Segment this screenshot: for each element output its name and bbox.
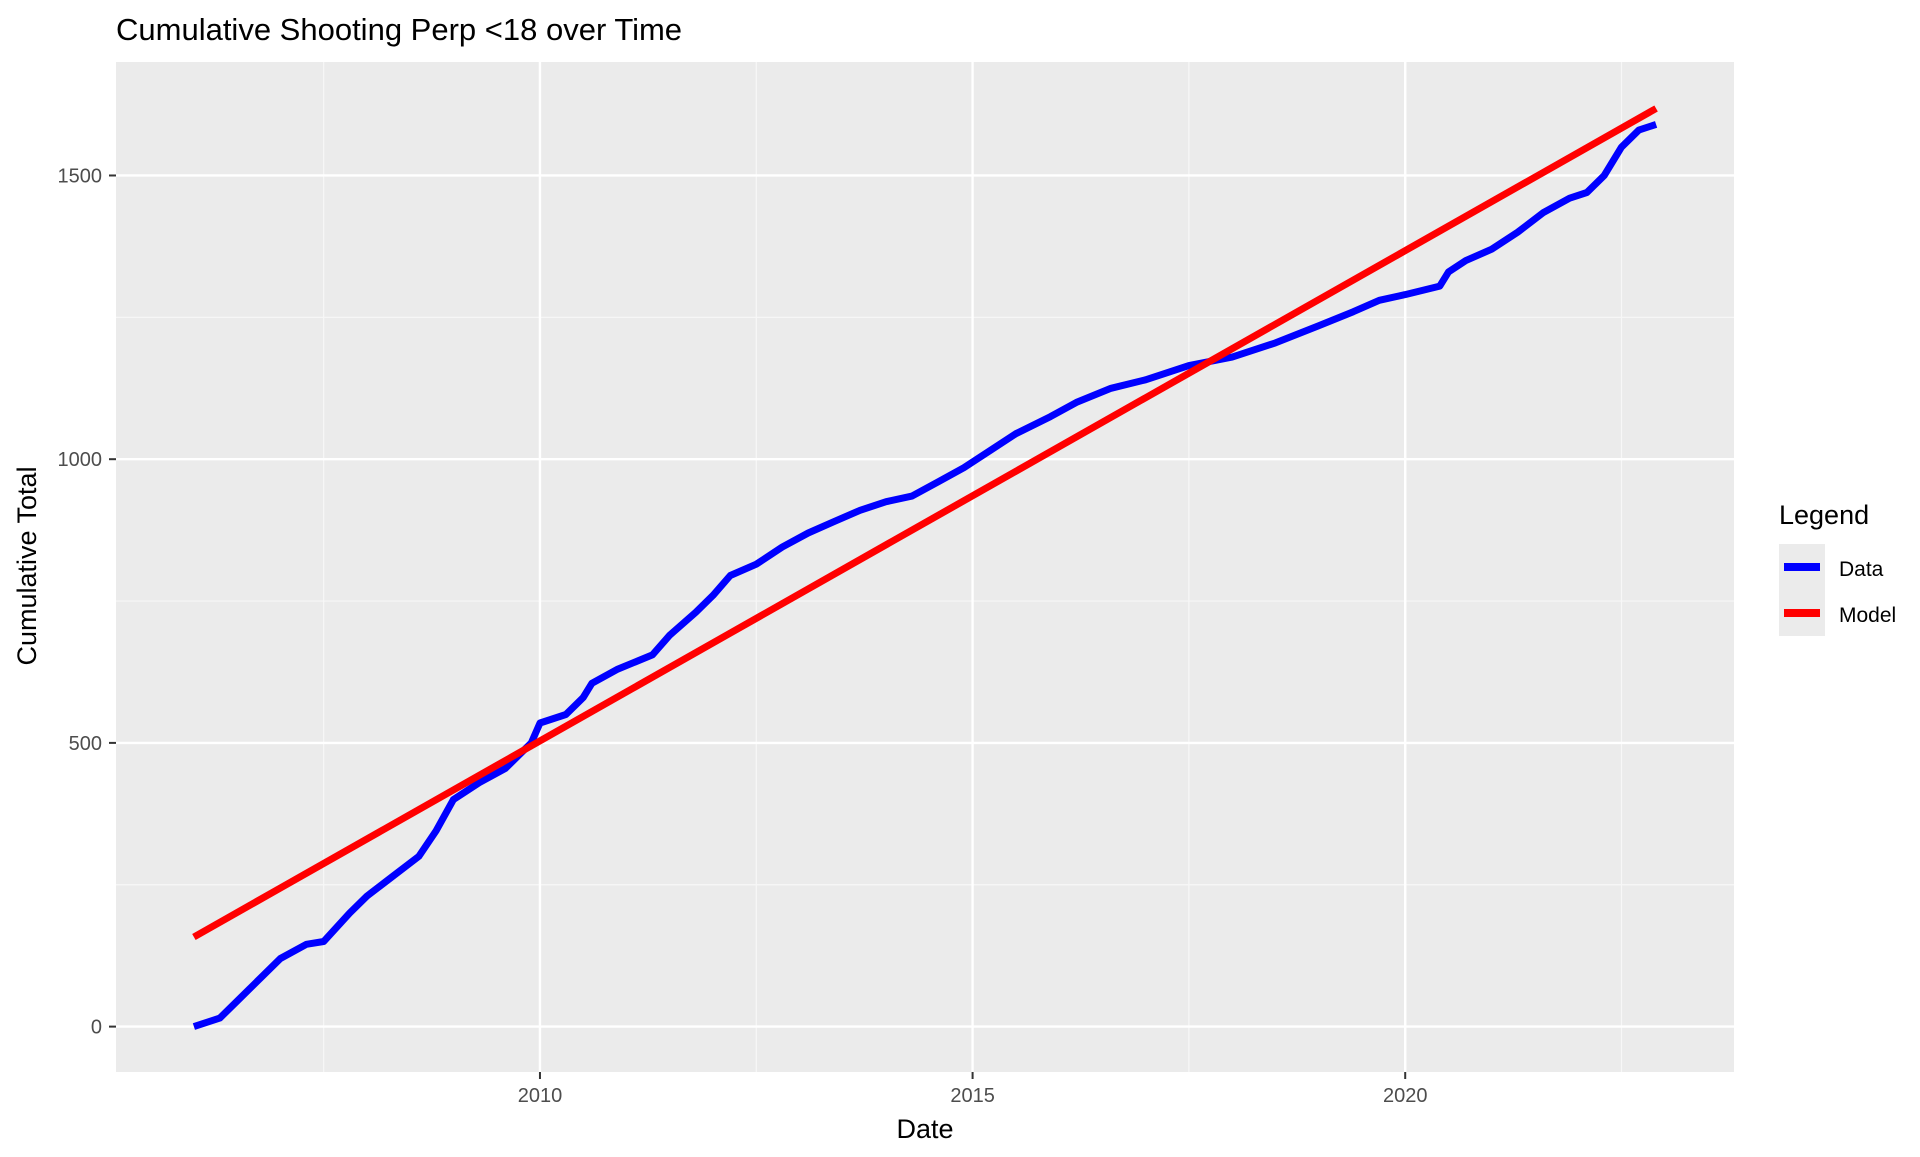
y-tick-label: 500	[69, 733, 102, 755]
x-axis-label: Date	[896, 1114, 953, 1144]
major-gridlines	[116, 62, 1734, 1072]
y-axis: 0 500 1000 1500	[58, 165, 116, 1039]
series-line-data	[192, 121, 1658, 1030]
legend-label-data: Data	[1839, 558, 1884, 581]
y-tick-label: 1500	[58, 165, 103, 187]
chart-title: Cumulative Shooting Perp <18 over Time	[116, 12, 682, 47]
legend-label-model: Model	[1839, 604, 1896, 627]
y-tick-label: 1000	[58, 449, 103, 471]
plot-panel	[116, 62, 1734, 1072]
legend: Legend Data Model	[1779, 500, 1896, 636]
y-tick-label: 0	[91, 1017, 102, 1039]
x-tick-label: 2020	[1383, 1085, 1428, 1107]
y-axis-label: Cumulative Total	[12, 466, 42, 665]
series-line-model	[192, 105, 1658, 941]
x-tick-label: 2015	[950, 1085, 995, 1107]
legend-title: Legend	[1779, 500, 1869, 530]
x-axis: 2010 2015 2020	[518, 1072, 1428, 1107]
series-layer	[192, 105, 1658, 1030]
x-tick-label: 2010	[518, 1085, 563, 1107]
